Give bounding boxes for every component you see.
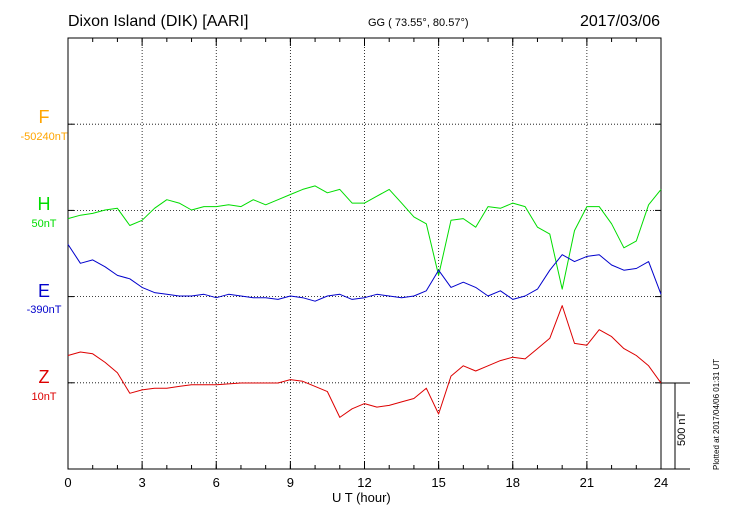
series-line-e (67, 244, 662, 302)
channel-baseline-h: 50nT (31, 218, 57, 230)
channel-baseline-z: 10nT (31, 391, 57, 403)
x-tick-label: 6 (213, 475, 220, 490)
x-tick-label: 24 (654, 475, 668, 490)
channel-baseline-f: -50240nT (20, 131, 68, 143)
x-tick-label: 12 (357, 475, 371, 490)
x-axis-label: U T (hour) (332, 490, 391, 505)
x-tick-label: 18 (506, 475, 520, 490)
x-tick-label: 21 (580, 475, 594, 490)
x-tick-label: 0 (64, 475, 71, 490)
channel-baseline-e: -390nT (26, 304, 62, 316)
scale-bar-label: 500 nT (676, 411, 688, 446)
channel-label-f: F (38, 107, 50, 127)
x-tick-label: 15 (431, 475, 445, 490)
x-tick-label: 3 (139, 475, 146, 490)
plot-date: 2017/03/06 (580, 13, 661, 30)
series-line-h (67, 185, 662, 290)
channel-label-z: Z (38, 367, 50, 387)
station-coordinates: GG ( 73.55°, 80.57°) (368, 17, 469, 29)
series-line-z (67, 305, 662, 418)
page-title: Dixon Island (DIK) [AARI] (68, 13, 249, 30)
channel-label-h: H (37, 194, 51, 214)
channel-label-e: E (37, 281, 50, 301)
plotted-timestamp: Plotted at 2017/04/06 01:31 UT (712, 358, 721, 470)
x-tick-label: 9 (287, 475, 294, 490)
